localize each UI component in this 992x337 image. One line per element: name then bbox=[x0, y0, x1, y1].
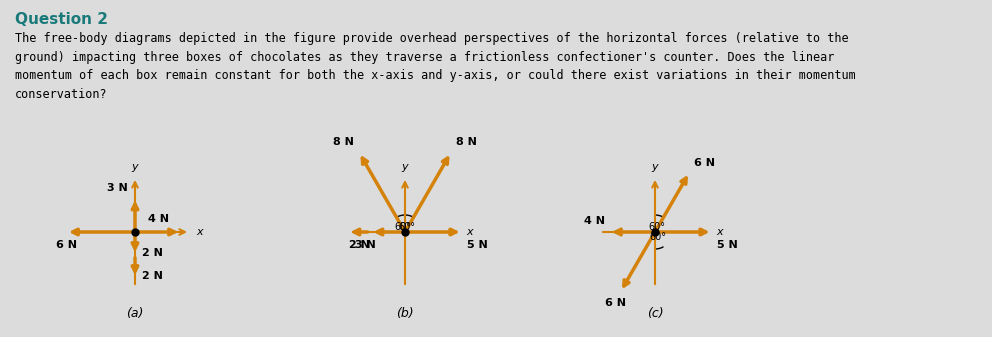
Text: (b): (b) bbox=[396, 307, 414, 320]
Text: 2 N: 2 N bbox=[348, 240, 369, 250]
Text: 4 N: 4 N bbox=[148, 214, 169, 224]
Text: (c): (c) bbox=[647, 307, 664, 320]
Text: y: y bbox=[402, 162, 409, 172]
Text: 6 N: 6 N bbox=[605, 298, 626, 308]
Text: 2 N: 2 N bbox=[142, 248, 163, 258]
Text: 4 N: 4 N bbox=[584, 216, 605, 226]
Text: 8 N: 8 N bbox=[333, 137, 354, 147]
Text: x: x bbox=[716, 227, 722, 237]
Text: 60°: 60° bbox=[650, 232, 667, 242]
Text: 3 N: 3 N bbox=[107, 183, 128, 192]
Text: x: x bbox=[196, 227, 202, 237]
Text: Question 2: Question 2 bbox=[15, 12, 108, 27]
Text: x: x bbox=[466, 227, 472, 237]
Text: The free-body diagrams depicted in the figure provide overhead perspectives of t: The free-body diagrams depicted in the f… bbox=[15, 32, 856, 100]
Text: 60°: 60° bbox=[394, 222, 412, 233]
Text: 60°: 60° bbox=[649, 222, 666, 232]
Text: 2 N: 2 N bbox=[142, 271, 163, 281]
Text: y: y bbox=[132, 162, 138, 172]
Text: 3 N: 3 N bbox=[355, 240, 376, 250]
Text: 5 N: 5 N bbox=[716, 240, 737, 250]
Text: (a): (a) bbox=[126, 307, 144, 320]
Text: y: y bbox=[652, 162, 659, 172]
Text: 6 N: 6 N bbox=[694, 158, 715, 168]
Text: 8 N: 8 N bbox=[456, 137, 477, 147]
Text: 6 N: 6 N bbox=[56, 240, 76, 250]
Text: 5 N: 5 N bbox=[466, 240, 487, 250]
Text: 60°: 60° bbox=[399, 222, 416, 233]
